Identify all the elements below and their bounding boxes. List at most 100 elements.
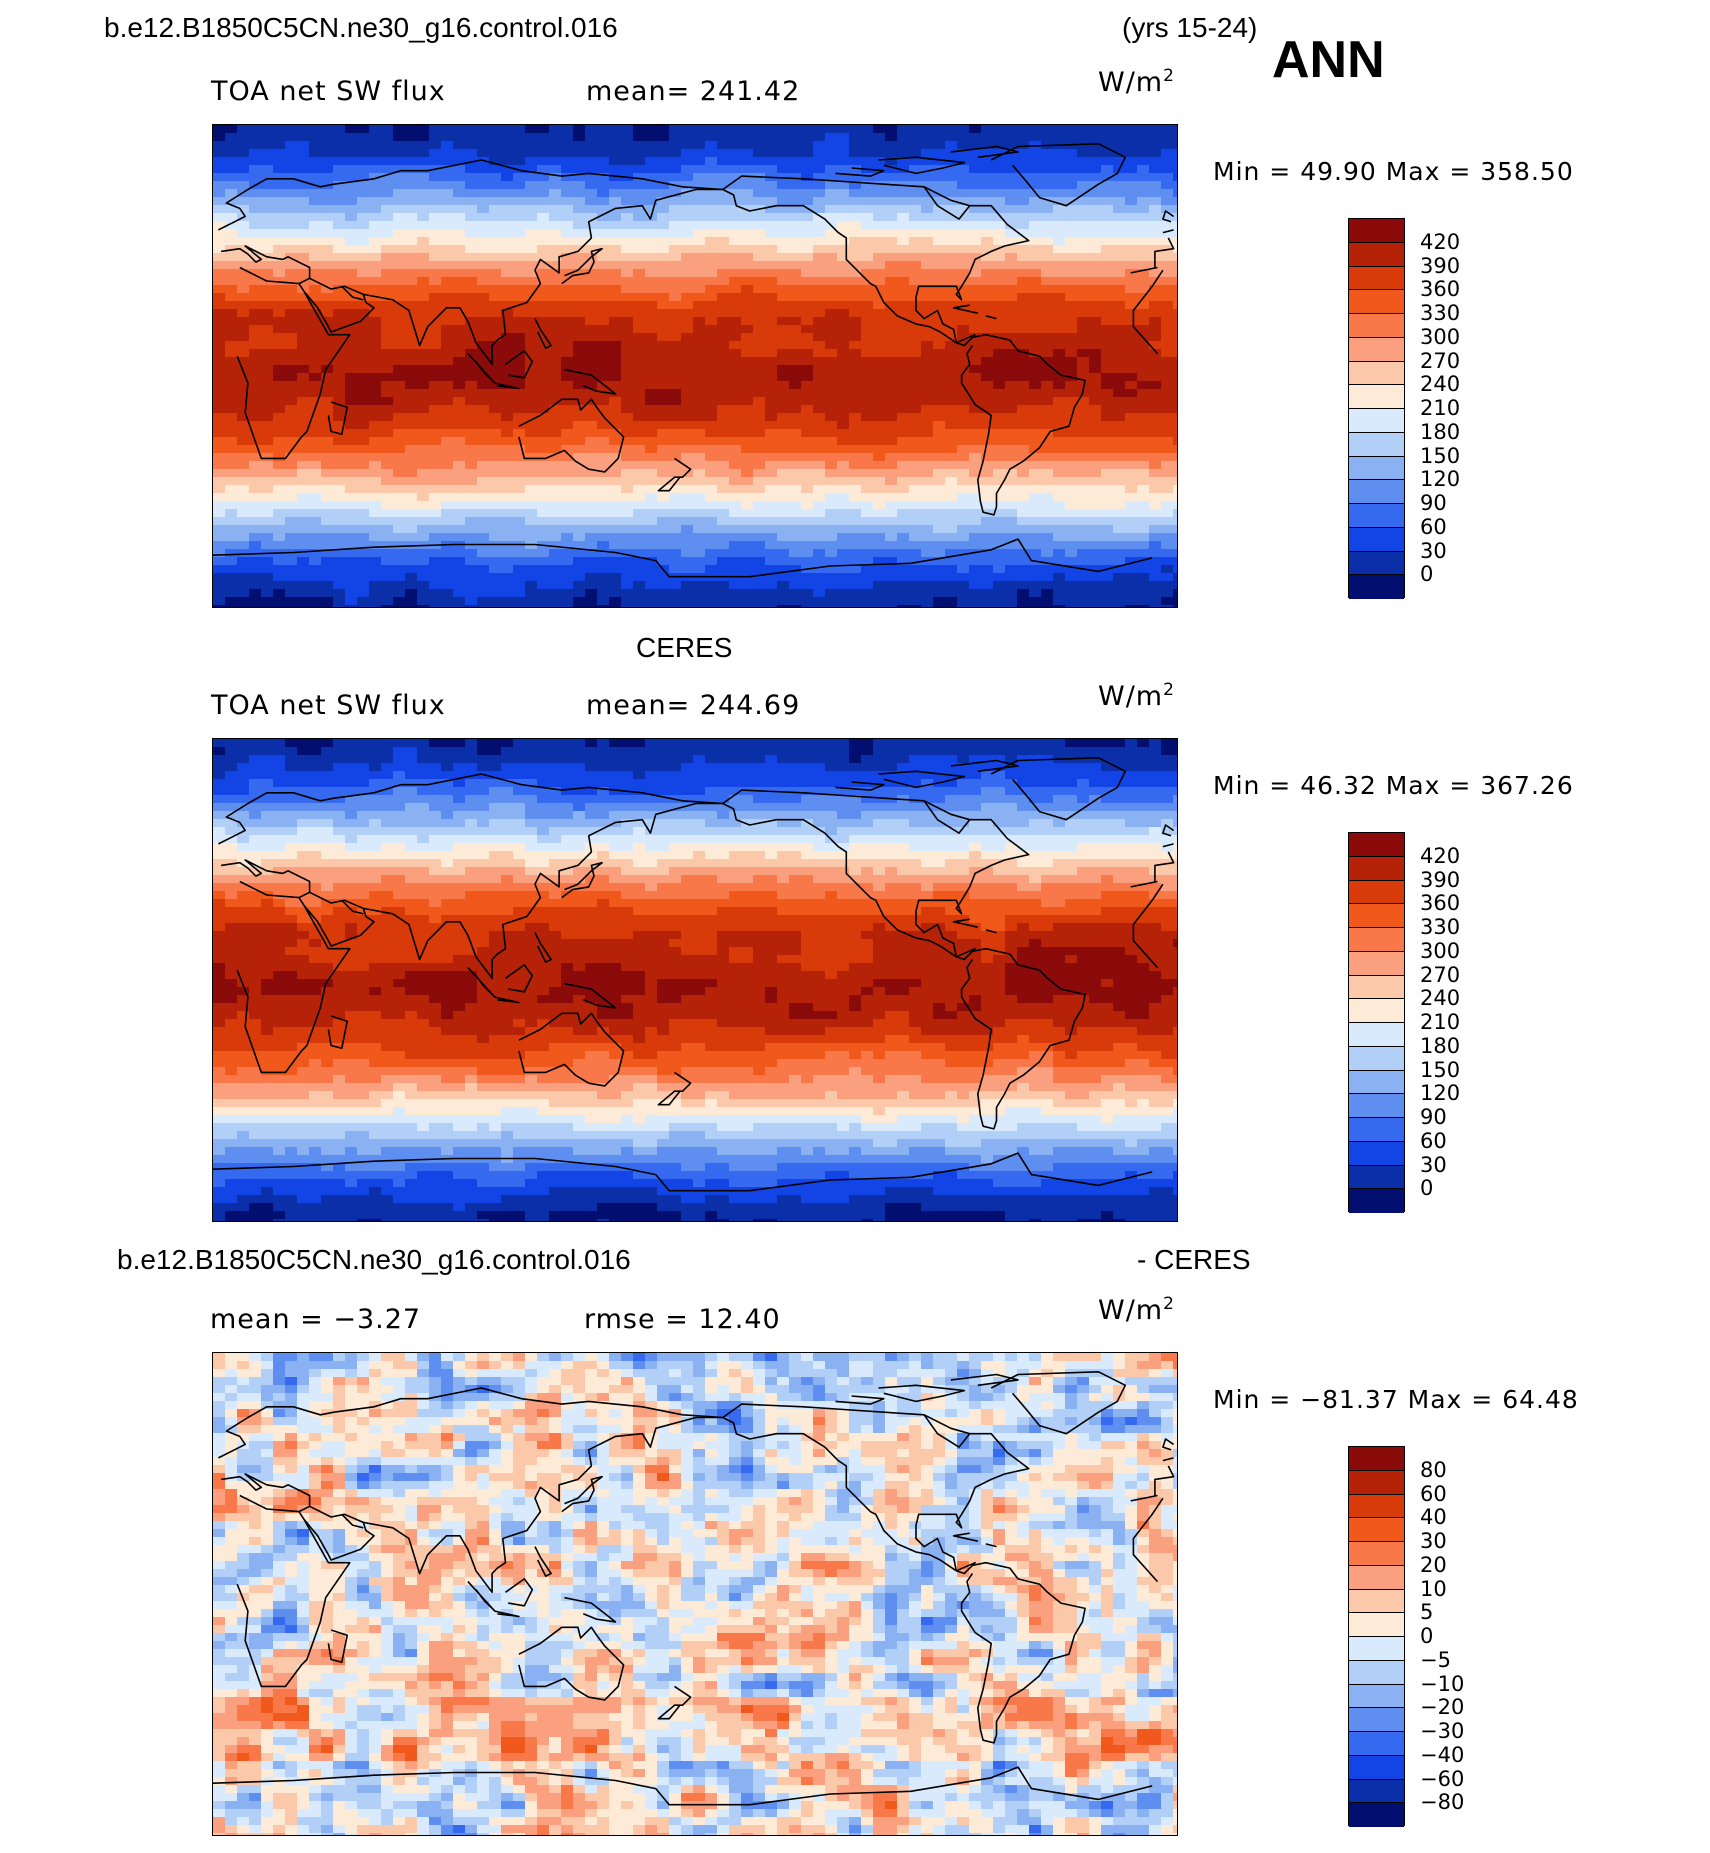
colorbar-tick-label: 330 bbox=[1420, 301, 1461, 325]
coastline-java bbox=[494, 996, 520, 1004]
coastline-arctic2 bbox=[950, 1373, 1019, 1387]
colorbar-swatch bbox=[1349, 1046, 1404, 1071]
coastline-arctic2 bbox=[950, 145, 1019, 159]
panel2-mean-label: mean= 244.69 bbox=[586, 690, 801, 721]
coastline-africa bbox=[1132, 269, 1164, 355]
coastline-nz bbox=[657, 457, 692, 492]
colorbar-tick-label: 60 bbox=[1420, 1481, 1447, 1506]
coastline-india bbox=[363, 1416, 723, 1594]
coastline-antarctica bbox=[213, 538, 1153, 578]
coastline-newguinea bbox=[564, 368, 617, 395]
panel3-min-max: Min = −81.37 Max = 64.48 bbox=[1213, 1385, 1579, 1414]
coastline-africa bbox=[1132, 883, 1164, 969]
coastline-madagascar bbox=[327, 1015, 348, 1050]
colorbar-swatch bbox=[1349, 951, 1404, 976]
coastline-europeS bbox=[220, 1473, 311, 1513]
coastline-namerica bbox=[722, 1403, 1030, 1575]
colorbar-tick-label: 150 bbox=[1420, 1057, 1461, 1082]
coastline-uk bbox=[1162, 1438, 1175, 1451]
coastline-europe bbox=[1154, 1465, 1175, 1496]
colorbar-swatch bbox=[1349, 1779, 1404, 1804]
coastline-indonesia bbox=[467, 1581, 496, 1612]
colorbar-swatch bbox=[1349, 1189, 1404, 1213]
colorbar-tick-label: 90 bbox=[1420, 1105, 1447, 1129]
coastline-japan bbox=[561, 1475, 603, 1513]
colorbar-swatch bbox=[1349, 456, 1404, 481]
coastline-caribbean2 bbox=[985, 929, 997, 934]
coastline-japan bbox=[561, 247, 603, 285]
colorbar-swatch bbox=[1349, 1613, 1404, 1637]
coastline-arabia_gulf bbox=[341, 285, 364, 301]
colorbar-swatch bbox=[1349, 551, 1404, 576]
coastline-madagascar bbox=[327, 1629, 348, 1664]
coastline-india bbox=[363, 188, 723, 366]
colorbar-tick-label: 210 bbox=[1420, 396, 1461, 420]
coastline-uk bbox=[1162, 210, 1175, 223]
colorbar-swatch bbox=[1349, 904, 1404, 928]
coastline-africa bbox=[236, 1494, 351, 1688]
coastline-uk bbox=[1162, 843, 1174, 848]
panel3-units-label: W/m2 bbox=[1098, 1294, 1175, 1326]
panel3-title-right: - CERES bbox=[1137, 1244, 1251, 1275]
coastline-namerica bbox=[722, 789, 1030, 961]
coastline-uk bbox=[1162, 229, 1174, 234]
panel2-title: CERES bbox=[636, 632, 733, 663]
coastline-europe bbox=[218, 159, 723, 231]
coastline-hudson bbox=[923, 186, 971, 220]
coastline-java bbox=[494, 1610, 520, 1618]
colorbar-tick-label: 210 bbox=[1420, 1010, 1461, 1034]
colorbar-swatch bbox=[1349, 1684, 1404, 1709]
panel3-colorbar bbox=[1348, 1446, 1405, 1827]
colorbar-tick-label: −40 bbox=[1420, 1742, 1465, 1767]
colorbar-swatch bbox=[1349, 1565, 1404, 1590]
coastline-namerica bbox=[722, 175, 1030, 347]
coastline-arctic3 bbox=[835, 1395, 885, 1405]
coastline-arctic1 bbox=[878, 770, 966, 789]
years-label: (yrs 15-24) bbox=[1122, 12, 1258, 43]
colorbar-swatch bbox=[1349, 1518, 1404, 1542]
panel3-mean-label: mean = −3.27 bbox=[210, 1304, 422, 1335]
coastline-java bbox=[494, 382, 520, 390]
coastline-arctic2 bbox=[950, 759, 1019, 773]
coastline-nz bbox=[657, 1685, 692, 1720]
colorbar-tick-label: 120 bbox=[1420, 467, 1461, 492]
coastline-europe bbox=[218, 1387, 723, 1459]
coastline-greenland bbox=[990, 142, 1127, 207]
coastline-australia bbox=[518, 1626, 625, 1701]
colorbar-tick-label: 240 bbox=[1420, 986, 1461, 1011]
coastline-africa bbox=[1130, 880, 1158, 888]
colorbar-tick-label: 270 bbox=[1420, 962, 1461, 987]
coastline-europe bbox=[1154, 237, 1175, 268]
panel1-units-label: W/m2 bbox=[1098, 66, 1175, 98]
panel2-map bbox=[212, 738, 1178, 1222]
colorbar-swatch bbox=[1349, 1141, 1404, 1166]
coastline-indonesia bbox=[467, 353, 496, 384]
coastline-hudson bbox=[923, 1414, 971, 1448]
colorbar-swatch bbox=[1349, 856, 1404, 881]
coastline-africa bbox=[1132, 1497, 1164, 1583]
coastline-europe bbox=[218, 773, 723, 845]
colorbar-tick-label: 330 bbox=[1420, 915, 1461, 939]
panel3-map bbox=[212, 1352, 1178, 1836]
coastline-india bbox=[363, 802, 723, 980]
colorbar-swatch bbox=[1349, 314, 1404, 338]
colorbar-swatch bbox=[1349, 1070, 1404, 1095]
colorbar-swatch bbox=[1349, 1494, 1404, 1519]
colorbar-swatch bbox=[1349, 833, 1404, 857]
colorbar-swatch bbox=[1349, 432, 1404, 457]
colorbar-tick-label: 20 bbox=[1420, 1552, 1447, 1577]
coastline-caribbean1 bbox=[952, 304, 978, 314]
coastline-arctic3 bbox=[835, 781, 885, 791]
coastline-uk bbox=[1162, 1457, 1174, 1462]
coastline-arabia_gulf bbox=[341, 1513, 364, 1529]
coastline-madagascar bbox=[327, 401, 348, 436]
colorbar-tick-label: 240 bbox=[1420, 372, 1461, 397]
colorbar-tick-label: 30 bbox=[1420, 1152, 1447, 1177]
coastline-europeS bbox=[220, 859, 311, 899]
coastline-australia bbox=[518, 398, 625, 473]
colorbar-tick-label: −80 bbox=[1420, 1790, 1465, 1815]
colorbar-tick-label: 0 bbox=[1420, 1624, 1434, 1648]
colorbar-swatch bbox=[1349, 999, 1404, 1023]
colorbar-swatch bbox=[1349, 1447, 1404, 1471]
colorbar-tick-label: 390 bbox=[1420, 867, 1461, 892]
